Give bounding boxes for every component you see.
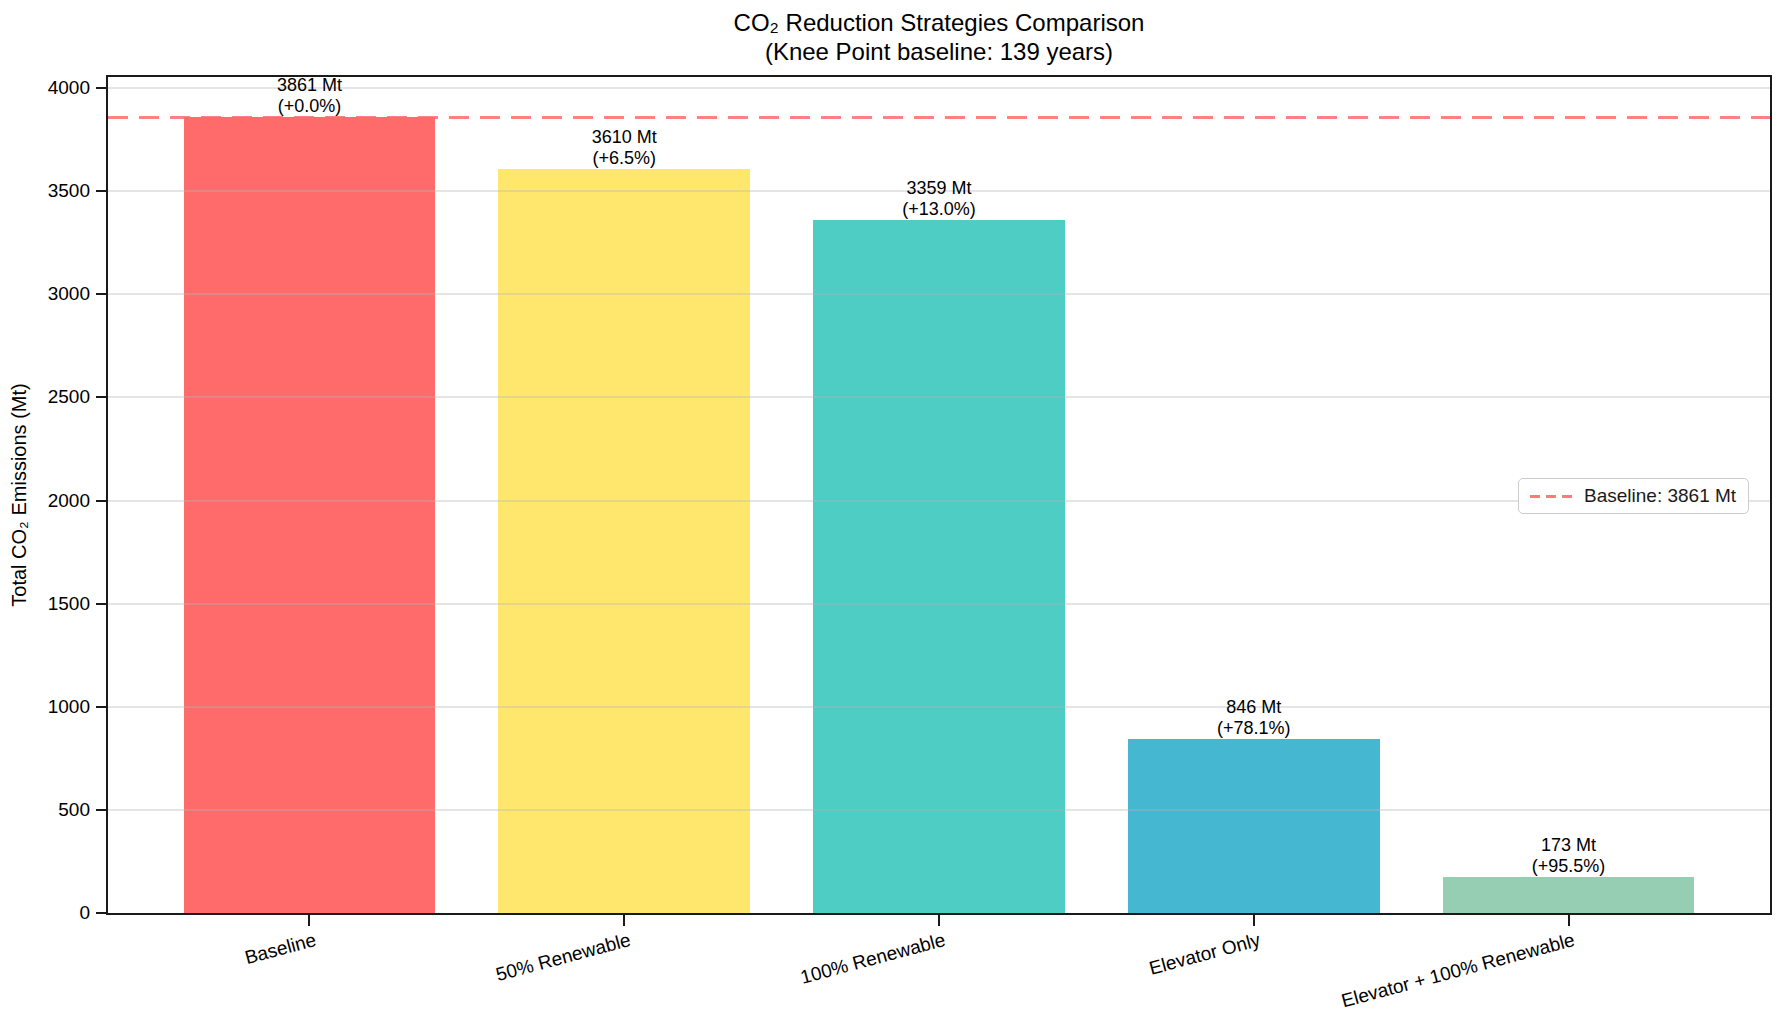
y-tick-mark: [96, 912, 106, 914]
chart-title: CO₂ Reduction Strategies Comparison (Kne…: [108, 8, 1770, 66]
x-tick-mark: [1253, 915, 1255, 926]
y-tick-label: 2000: [0, 491, 90, 511]
chart-title-line2: (Knee Point baseline: 139 years): [108, 37, 1770, 66]
y-tick-mark: [96, 809, 106, 811]
legend: Baseline: 3861 Mt: [1518, 478, 1749, 514]
legend-label: Baseline: 3861 Mt: [1584, 485, 1736, 507]
y-tick-label: 1500: [0, 594, 90, 614]
bar-value-label-baseline: 3861 Mt(+0.0%): [277, 75, 342, 117]
y-tick-label: 3000: [0, 284, 90, 304]
x-tick-label-elevator-100-renewable: Elevator + 100% Renewable: [1339, 929, 1577, 1012]
bar-value-label-50-renewable: 3610 Mt(+6.5%): [592, 127, 657, 169]
x-tick-mark: [308, 915, 310, 926]
chart-title-line1: CO₂ Reduction Strategies Comparison: [108, 8, 1770, 37]
y-tick-mark: [96, 603, 106, 605]
bar-chart: CO₂ Reduction Strategies Comparison (Kne…: [0, 0, 1785, 1031]
y-tick-mark: [96, 396, 106, 398]
y-tick-label: 0: [0, 903, 90, 923]
bar-value-label-100-renewable: 3359 Mt(+13.0%): [902, 178, 976, 220]
x-tick-mark: [1568, 915, 1570, 926]
bar-value-label-elevator-only: 846 Mt(+78.1%): [1217, 697, 1291, 739]
y-tick-label: 2500: [0, 387, 90, 407]
y-tick-label: 3500: [0, 181, 90, 201]
x-tick-label-100-renewable: 100% Renewable: [798, 929, 948, 989]
y-tick-label: 1000: [0, 697, 90, 717]
x-tick-mark: [938, 915, 940, 926]
x-tick-mark: [623, 915, 625, 926]
legend-dashed-line-swatch: [1530, 495, 1572, 498]
x-tick-label-baseline: Baseline: [242, 929, 318, 969]
y-tick-mark: [96, 706, 106, 708]
x-tick-label-50-renewable: 50% Renewable: [494, 929, 633, 986]
y-tick-mark: [96, 190, 106, 192]
bar-value-label-elevator-100-renewable: 173 Mt(+95.5%): [1532, 835, 1606, 877]
x-tick-label-elevator-only: Elevator Only: [1147, 929, 1263, 980]
y-tick-mark: [96, 87, 106, 89]
y-tick-mark: [96, 293, 106, 295]
y-tick-label: 500: [0, 800, 90, 820]
y-tick-mark: [96, 500, 106, 502]
y-tick-label: 4000: [0, 78, 90, 98]
